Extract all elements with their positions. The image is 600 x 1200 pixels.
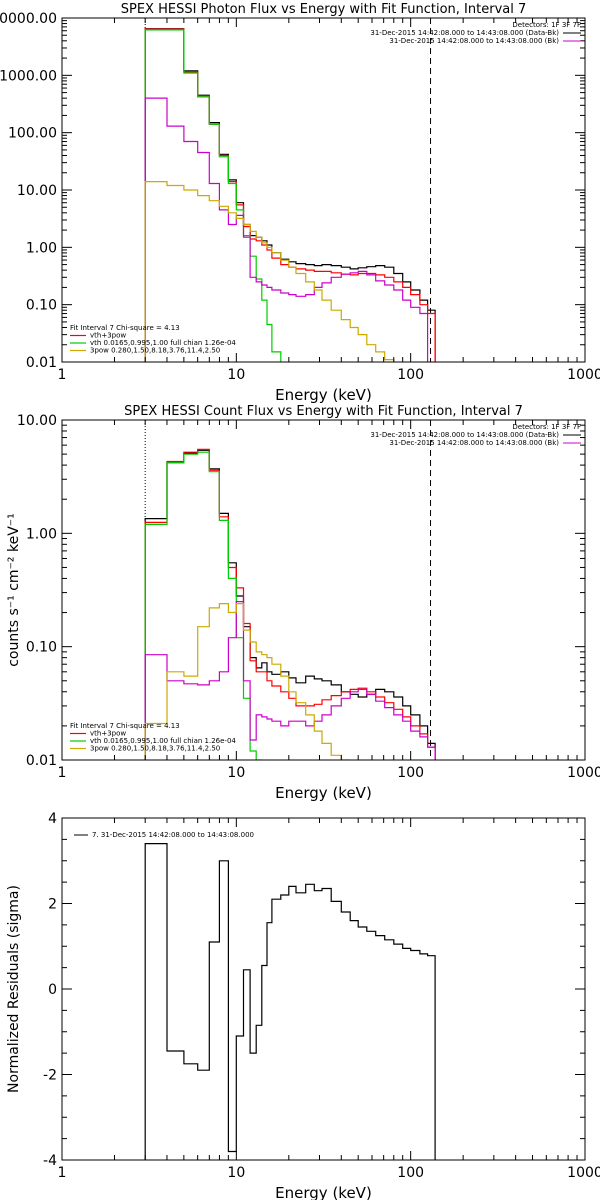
y-tick-label: 0 bbox=[48, 982, 57, 998]
y-tick-label: 2 bbox=[48, 897, 57, 913]
y-tick-label: 1000.00 bbox=[0, 68, 57, 84]
y-tick-label: 10000.00 bbox=[0, 11, 57, 27]
fit-legend-title: Fit Interval 7 Chi-square = 4.13 bbox=[70, 722, 180, 730]
detectors-label: Detectors: 1F 3F 7F bbox=[512, 423, 581, 431]
axes-frame bbox=[61, 817, 586, 1161]
x-axis-label: Energy (keV) bbox=[275, 1184, 372, 1200]
y-tick-label: -4 bbox=[43, 1153, 57, 1169]
detectors-label: Detectors: 1F 3F 7F bbox=[512, 21, 581, 29]
series-line-2 bbox=[144, 29, 282, 362]
fit-legend-title: Fit Interval 7 Chi-square = 4.13 bbox=[70, 324, 180, 332]
legend-label-2: 3pow 0.280,1.50,8.18,3.76,11.4,2.50 bbox=[90, 347, 220, 355]
series-line-3 bbox=[144, 601, 436, 760]
y-tick-label: 0.10 bbox=[26, 298, 57, 314]
data-interval-label: 31-Dec-2015 14:42:08.000 to 14:43:08.000… bbox=[370, 29, 559, 37]
series-line-1 bbox=[144, 28, 436, 362]
y-tick-label: -2 bbox=[43, 1068, 57, 1084]
legend-label-0: vth+3pow bbox=[90, 730, 126, 738]
y-axis-label: Normalized Residuals (sigma) bbox=[6, 885, 22, 1093]
x-tick-label: 100 bbox=[397, 765, 424, 781]
y-axis-label: counts s⁻¹ cm⁻² keV⁻¹ bbox=[6, 513, 22, 667]
x-tick-label: 1 bbox=[58, 367, 67, 383]
y-tick-label: 10.00 bbox=[17, 183, 57, 199]
x-tick-label: 1 bbox=[58, 1165, 67, 1181]
bk-interval-label: 31-Dec-2015 14:42:08.000 to 14:43:08.000… bbox=[389, 439, 559, 447]
y-tick-label: 1.00 bbox=[26, 526, 57, 542]
bk-interval-label: 31-Dec-2015 14:42:08.000 to 14:43:08.000… bbox=[389, 37, 559, 45]
x-tick-label: 1000 bbox=[567, 367, 600, 383]
x-axis-label: Energy (keV) bbox=[275, 784, 372, 802]
x-axis-label: Energy (keV) bbox=[275, 386, 372, 404]
x-tick-label: 100 bbox=[397, 1165, 424, 1181]
series-line-0 bbox=[144, 28, 436, 362]
y-tick-label: 0.01 bbox=[26, 355, 57, 371]
x-tick-label: 10 bbox=[227, 1165, 245, 1181]
y-tick-label: 10.00 bbox=[17, 413, 57, 429]
y-tick-label: 4 bbox=[48, 811, 57, 827]
legend-label-1: vth 0.0165,0.995,1.00 full chian 1.26e-0… bbox=[90, 737, 236, 745]
legend-label-0: vth+3pow bbox=[90, 332, 126, 340]
y-tick-label: 1.00 bbox=[26, 240, 57, 256]
y-tick-label: 100.00 bbox=[8, 126, 57, 142]
x-tick-label: 10 bbox=[227, 765, 245, 781]
legend-label-2: 3pow 0.280,1.50,8.18,3.76,11.4,2.50 bbox=[90, 745, 220, 753]
chart-title: SPEX HESSI Photon Flux vs Energy with Fi… bbox=[121, 2, 527, 17]
y-tick-label: 0.01 bbox=[26, 753, 57, 769]
legend-label-0: 7. 31-Dec-2015 14:42:08.000 to 14:43:08.… bbox=[92, 831, 254, 839]
x-tick-label: 1000 bbox=[567, 1165, 600, 1181]
series-line-4 bbox=[144, 181, 395, 362]
axes-frame bbox=[61, 419, 586, 761]
x-tick-label: 1000 bbox=[567, 765, 600, 781]
series-line-0 bbox=[144, 449, 436, 760]
series-line-4 bbox=[144, 603, 351, 760]
series-line-0 bbox=[144, 843, 436, 1160]
legend-label-1: vth 0.0165,0.995,1.00 full chian 1.26e-0… bbox=[90, 339, 236, 347]
series-line-1 bbox=[144, 448, 436, 760]
data-interval-label: 31-Dec-2015 14:42:08.000 to 14:43:08.000… bbox=[370, 431, 559, 439]
x-tick-label: 100 bbox=[397, 367, 424, 383]
series-line-3 bbox=[144, 97, 429, 362]
x-tick-label: 10 bbox=[227, 367, 245, 383]
axes-frame bbox=[61, 17, 586, 363]
series-line-2 bbox=[144, 451, 262, 760]
chart-title: SPEX HESSI Count Flux vs Energy with Fit… bbox=[124, 404, 523, 419]
x-tick-label: 1 bbox=[58, 765, 67, 781]
y-tick-label: 0.10 bbox=[26, 640, 57, 656]
